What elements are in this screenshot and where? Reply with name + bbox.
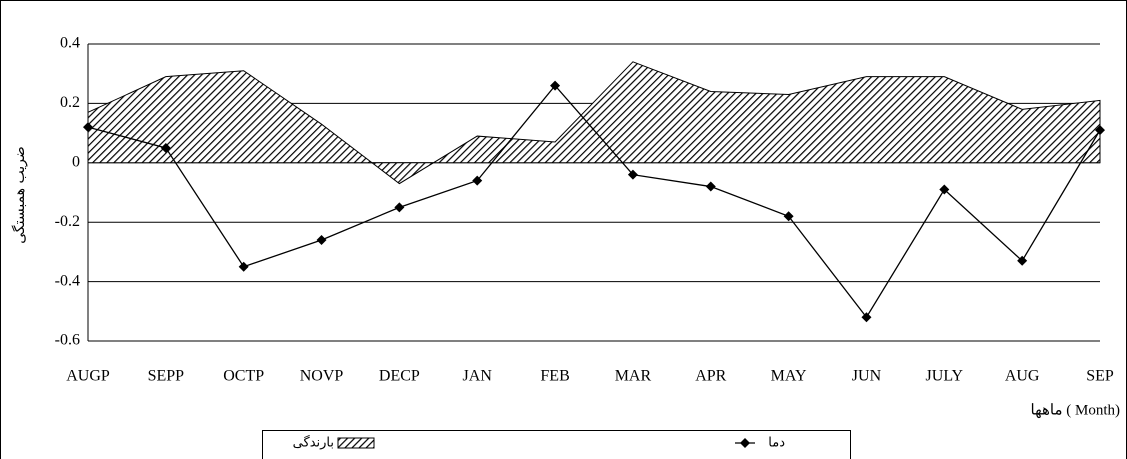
marker bbox=[83, 122, 93, 133]
marker bbox=[394, 202, 405, 213]
marker bbox=[1095, 125, 1105, 136]
y-tick-label: 0 bbox=[72, 153, 80, 170]
marker bbox=[705, 181, 716, 192]
legend-label: بارندگی bbox=[293, 435, 334, 451]
x-tick-label: JUN bbox=[852, 368, 882, 385]
x-tick-label: MAY bbox=[771, 368, 807, 385]
marker bbox=[550, 80, 561, 91]
x-tick-label: MAR bbox=[615, 368, 652, 385]
marker bbox=[1017, 255, 1028, 266]
x-tick-label: DECP bbox=[379, 368, 420, 385]
x-tick-label: FEB bbox=[540, 368, 569, 385]
y-tick-label: -0.4 bbox=[55, 272, 80, 289]
x-tick-label: OCTP bbox=[223, 368, 264, 385]
x-tick-label: AUGP bbox=[66, 368, 110, 385]
marker bbox=[238, 261, 249, 272]
y-tick-label: 0.2 bbox=[60, 94, 80, 111]
line bbox=[87, 84, 1101, 319]
y-tick-label: -0.2 bbox=[55, 213, 80, 230]
marker bbox=[627, 169, 638, 180]
marker bbox=[160, 142, 171, 153]
marker bbox=[939, 184, 950, 195]
marker bbox=[783, 211, 794, 222]
marker bbox=[316, 235, 327, 246]
x-tick-label: JAN bbox=[463, 368, 493, 385]
x-tick-label: NOVP bbox=[300, 368, 344, 385]
x-tick-label: JULY bbox=[926, 368, 964, 385]
x-tick-label: APR bbox=[695, 368, 726, 385]
x-axis-label: ماهها ( Month) bbox=[1031, 402, 1121, 418]
x-tick-label: AUG bbox=[1005, 368, 1040, 385]
legend-marker bbox=[740, 438, 750, 448]
legend-label: دما bbox=[768, 436, 785, 451]
area bbox=[87, 61, 1101, 185]
legend-swatch bbox=[337, 437, 375, 449]
marker bbox=[861, 312, 872, 323]
y-tick-label: -0.6 bbox=[55, 332, 80, 349]
x-tick-label: SEP bbox=[1086, 368, 1114, 385]
y-tick-label: 0.4 bbox=[60, 35, 80, 52]
x-tick-label: SEPP bbox=[148, 368, 185, 385]
marker bbox=[472, 175, 483, 186]
y-axis-label: ضریب همبستگی bbox=[11, 146, 28, 244]
